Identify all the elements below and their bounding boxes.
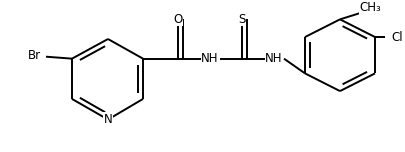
Text: Cl: Cl (390, 31, 402, 43)
Text: N: N (103, 113, 112, 126)
Text: O: O (173, 13, 182, 26)
Text: S: S (238, 13, 245, 26)
Text: CH₃: CH₃ (358, 1, 380, 14)
Text: NH: NH (264, 52, 282, 65)
Text: Br: Br (28, 49, 40, 62)
Text: NH: NH (201, 52, 218, 65)
